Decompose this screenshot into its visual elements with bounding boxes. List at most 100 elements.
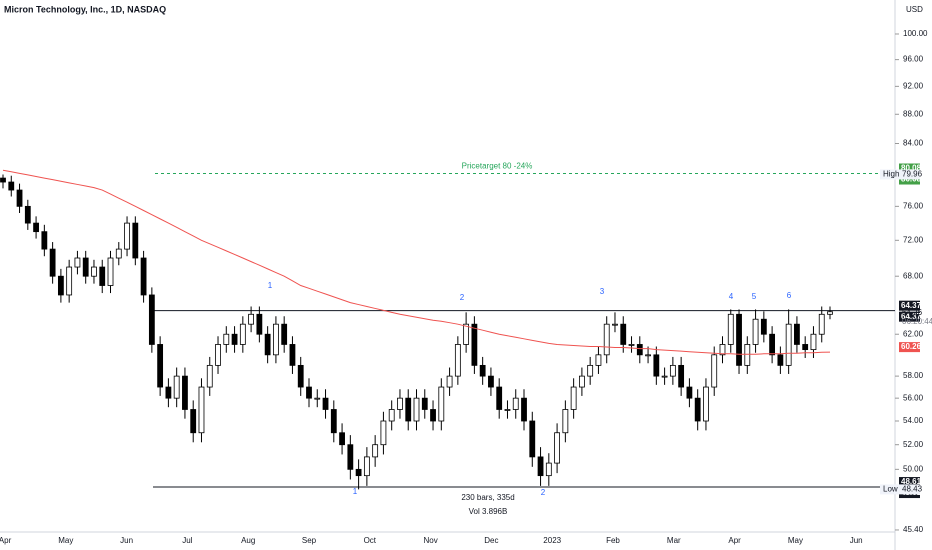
- wave-label: 4: [729, 292, 734, 301]
- candle-body: [264, 333, 271, 356]
- candle-body: [496, 386, 503, 410]
- candle-body: [330, 409, 337, 434]
- price-tag: [899, 342, 920, 353]
- y-tick-label: 84.00: [903, 139, 924, 148]
- candle-body: [512, 397, 519, 410]
- price-tag: [899, 174, 920, 185]
- price-tag: [899, 163, 920, 174]
- candle-body: [355, 468, 362, 477]
- candle-body: [322, 397, 329, 410]
- candle-body: [661, 375, 668, 378]
- price-tag-label: 64.37: [901, 301, 922, 310]
- candle-body: [405, 397, 412, 422]
- candle-body: [273, 323, 279, 356]
- y-tick-label: 52.00: [903, 440, 924, 449]
- x-tick-label: Dec: [484, 536, 498, 545]
- candle-body: [479, 364, 486, 377]
- candle-body: [0, 177, 6, 183]
- target-label: Pricetarget 80 -24%: [462, 162, 533, 171]
- hl-value: 48.43: [902, 484, 923, 493]
- candle-body: [24, 205, 31, 224]
- candle-body: [504, 409, 511, 411]
- candle-body: [165, 386, 172, 399]
- candle-body: [413, 397, 420, 422]
- wave-label: 5: [752, 292, 757, 301]
- y-tick-label: 54.00: [903, 416, 924, 425]
- candle-body: [66, 266, 73, 296]
- price-tag-label: 60.26: [901, 342, 922, 351]
- y-tick-label: 100.00: [903, 29, 928, 38]
- candle-body: [777, 354, 784, 366]
- x-tick-label: May: [788, 536, 803, 545]
- candle-body: [678, 364, 685, 388]
- candle-body: [752, 318, 759, 345]
- wave-label: 2: [541, 488, 546, 497]
- candle-body: [645, 354, 651, 357]
- price-tag-label: 48.61: [901, 477, 922, 486]
- candle-body: [157, 344, 164, 388]
- candle-body: [628, 344, 635, 346]
- hl-tag: [880, 169, 920, 180]
- x-tick-label: Oct: [364, 536, 377, 545]
- candle-body: [41, 231, 48, 250]
- x-tick-label: Apr: [0, 536, 12, 545]
- candle-body: [57, 275, 64, 296]
- x-tick-label: Jun: [850, 536, 863, 545]
- candle-body: [545, 462, 552, 477]
- candle-body: [529, 420, 536, 458]
- candle-body: [297, 364, 304, 388]
- x-tick-label: Nov: [423, 536, 437, 545]
- candle-body: [570, 386, 577, 410]
- wave-label: 6: [787, 291, 792, 300]
- price-tag: [899, 477, 920, 488]
- countdown: 06:20:44: [902, 317, 932, 326]
- candle-body: [430, 409, 436, 422]
- candle-body: [521, 397, 527, 422]
- candle-body: [421, 397, 428, 410]
- candle-body: [686, 386, 693, 399]
- candle-body: [438, 386, 445, 422]
- candle-body: [363, 456, 370, 477]
- y-tick-label: 68.00: [903, 271, 924, 280]
- candle-body: [620, 323, 627, 345]
- candle-body: [248, 313, 255, 325]
- x-tick-label: Jul: [182, 536, 192, 545]
- candle-body: [446, 375, 453, 388]
- y-tick-label: 45.40: [903, 525, 924, 534]
- candle-body: [703, 386, 709, 422]
- wave-label: 1: [353, 487, 358, 496]
- candle-body: [206, 364, 213, 388]
- candle-body: [380, 420, 387, 446]
- candle-body: [33, 222, 39, 233]
- candle-body: [463, 323, 470, 345]
- wave-label: 1: [268, 281, 273, 290]
- candle-body: [802, 344, 809, 351]
- candle-body: [579, 375, 585, 388]
- x-tick-label: May: [58, 536, 73, 545]
- candle-body: [91, 266, 97, 277]
- moving-average: [2, 169, 831, 355]
- candle-body: [8, 181, 15, 191]
- y-tick-label: 58.00: [903, 371, 924, 380]
- candle-body: [223, 333, 230, 345]
- hl-value: 79.96: [902, 170, 923, 179]
- candle-body: [148, 294, 155, 345]
- y-tick-label: 96.00: [903, 55, 924, 64]
- candle-body: [49, 248, 56, 277]
- candle-body: [694, 397, 701, 422]
- candle-body: [99, 266, 106, 286]
- chart-title: Micron Technology, Inc., 1D, NASDAQ: [4, 4, 166, 14]
- price-tag-label: 64.37: [901, 312, 922, 321]
- x-tick-label: Aug: [241, 536, 255, 545]
- candle-body: [239, 323, 246, 345]
- candle-body: [173, 375, 180, 399]
- price-tag-label: 80.08: [901, 164, 922, 173]
- x-tick-label: Sep: [302, 536, 317, 545]
- candle-body: [215, 344, 221, 366]
- candle-body: [794, 323, 800, 345]
- candle-body: [388, 409, 395, 422]
- x-tick-label: Feb: [606, 536, 620, 545]
- y-tick-label: 88.00: [903, 109, 924, 118]
- candle-body: [454, 344, 461, 377]
